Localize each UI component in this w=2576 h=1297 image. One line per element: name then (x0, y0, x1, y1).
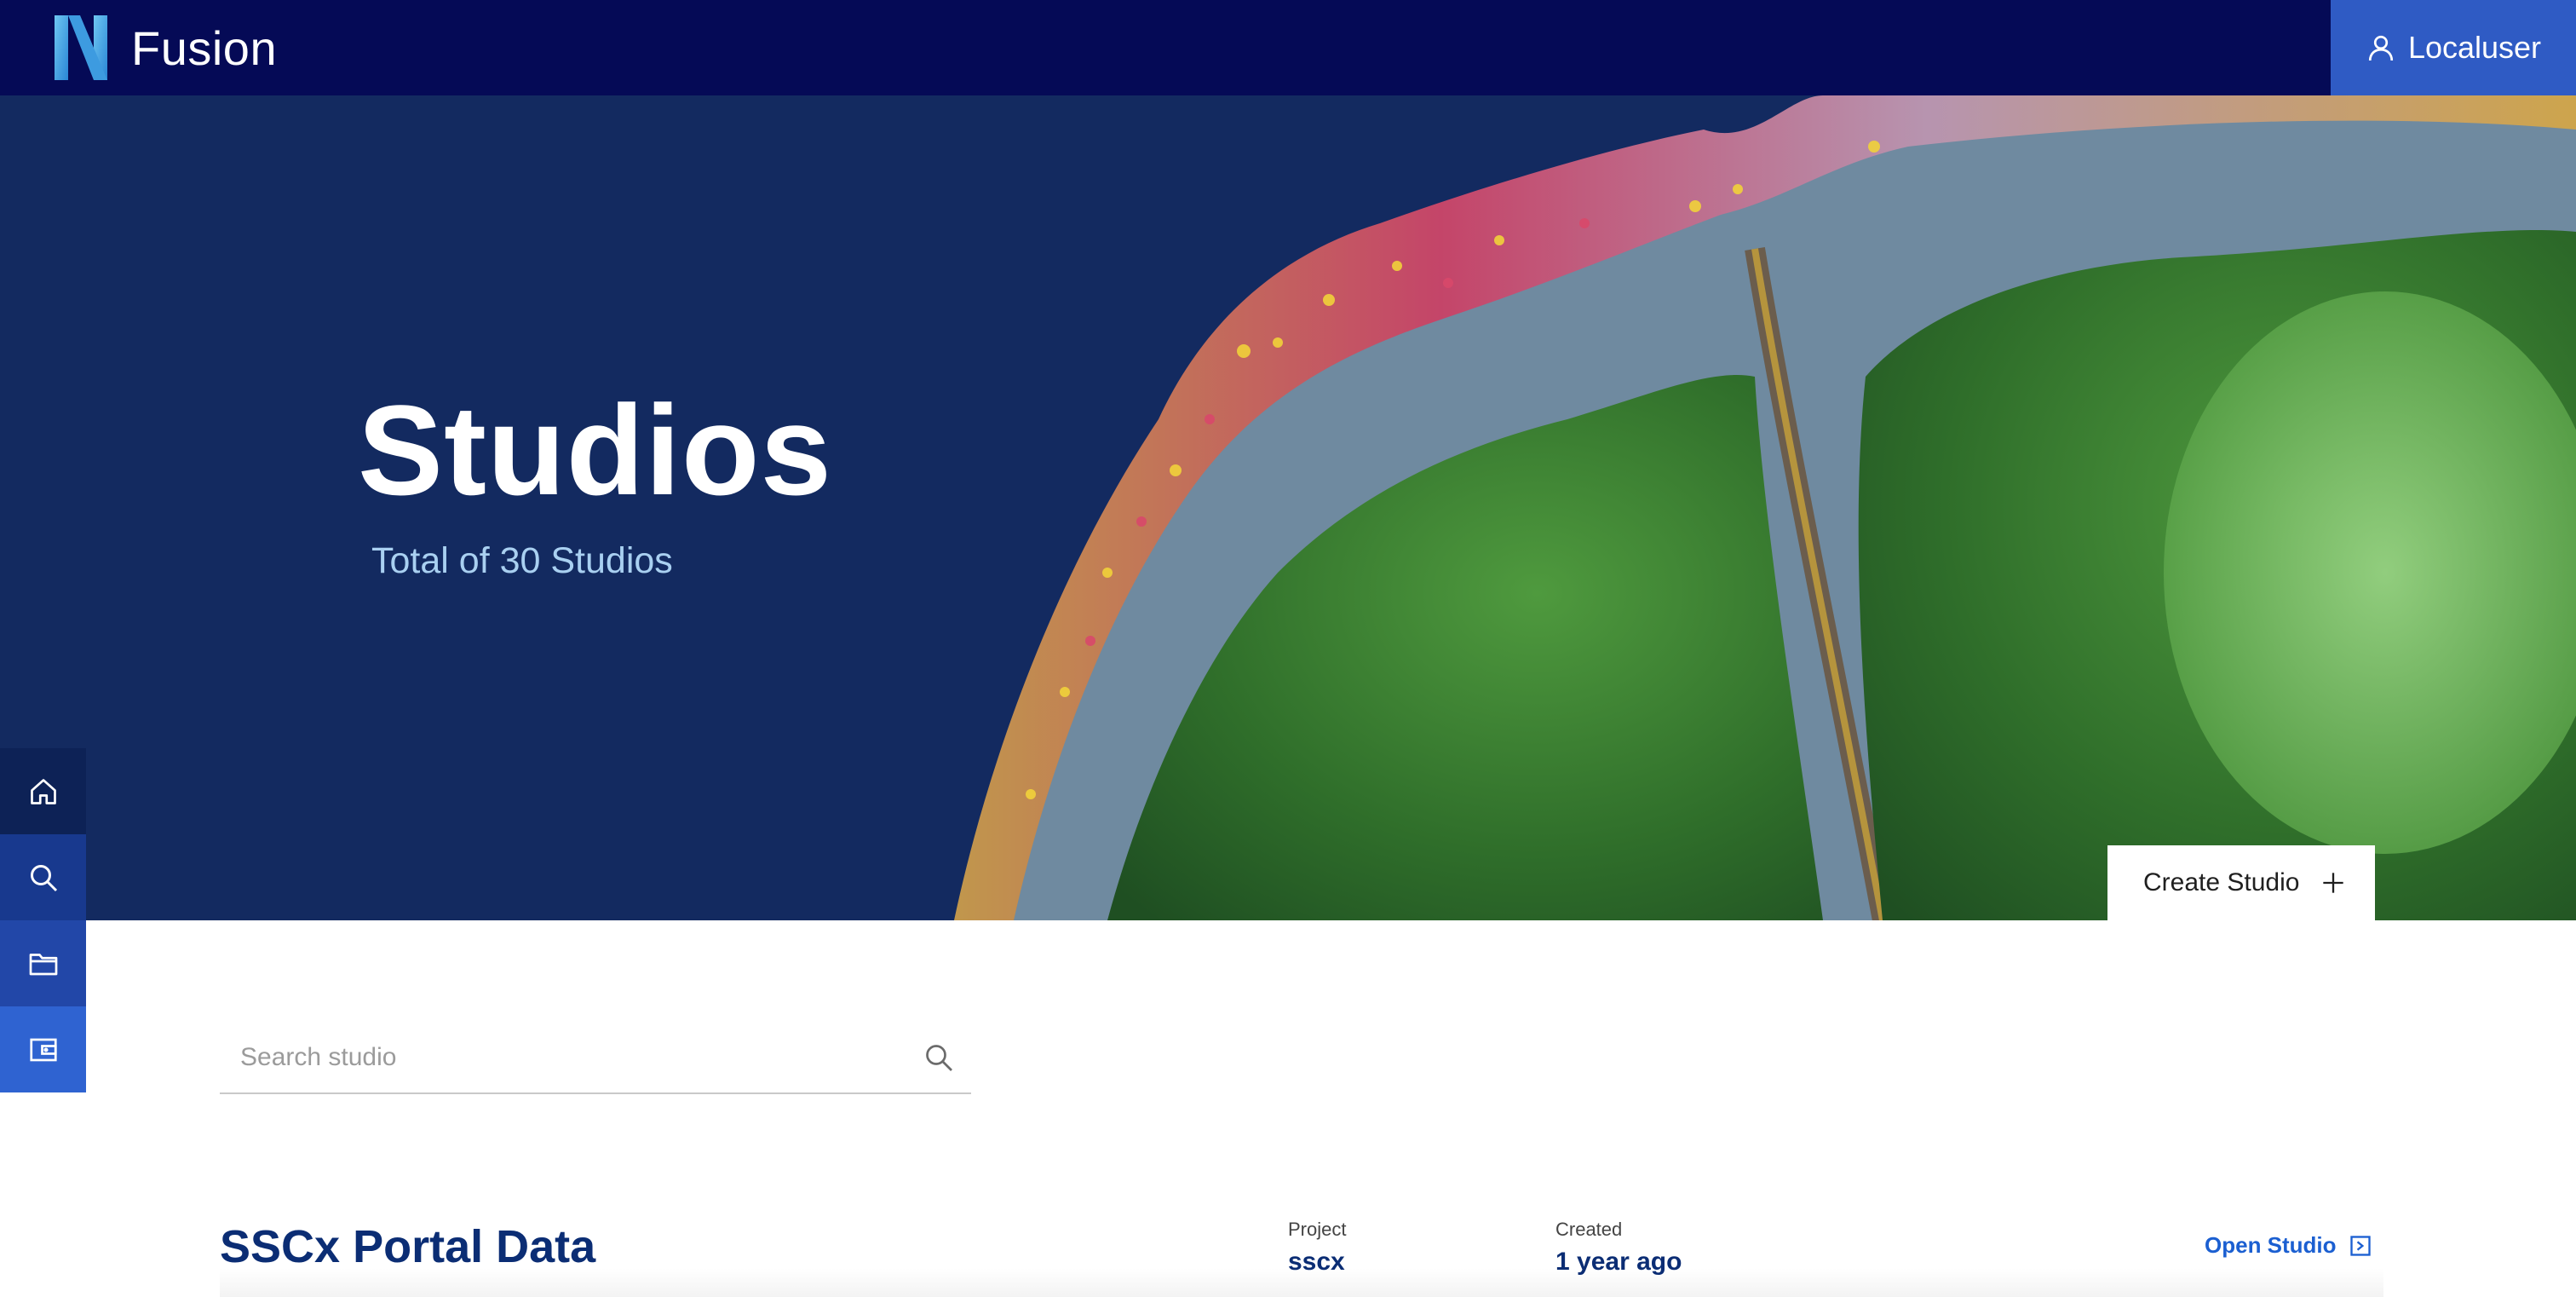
search-input[interactable] (220, 1032, 923, 1083)
hero-banner: Studios Total of 30 Studios Create Studi… (0, 95, 2576, 920)
top-bar: Fusion Localuser (0, 0, 2576, 95)
project-label: Project (1288, 1219, 1347, 1240)
home-icon (30, 778, 56, 804)
nav-projects[interactable] (0, 920, 86, 1006)
studio-title[interactable]: SSCx Portal Data (220, 1221, 596, 1272)
folder-icon (29, 953, 57, 975)
brand[interactable]: Fusion (55, 15, 277, 80)
project-value: sscx (1288, 1248, 1345, 1276)
created-value: 1 year ago (1555, 1248, 1682, 1276)
open-studio-link[interactable]: Open Studio (2205, 1232, 2372, 1259)
search-icon (30, 864, 57, 891)
open-studio-label: Open Studio (2205, 1232, 2337, 1258)
create-studio-label: Create Studio (2143, 868, 2300, 896)
search-bar (220, 1023, 971, 1094)
studio-created: Created 1 year ago (1555, 1219, 1682, 1277)
created-label: Created (1555, 1219, 1623, 1240)
user-menu-button[interactable]: Localuser (2331, 0, 2576, 95)
nexus-logo-icon (55, 15, 107, 80)
open-external-icon (2349, 1235, 2371, 1256)
nav-studios[interactable] (0, 1006, 86, 1092)
plus-icon (2323, 873, 2344, 893)
studio-card: SSCx Portal Data Project sscx Created 1 … (220, 1202, 2383, 1297)
create-studio-button[interactable]: Create Studio (2107, 845, 2375, 920)
app-name: Fusion (131, 20, 278, 75)
wallet-icon (29, 1038, 57, 1061)
studio-project: Project sscx (1288, 1219, 1346, 1277)
nav-search[interactable] (0, 834, 86, 920)
user-name: Localuser (2407, 30, 2542, 65)
user-icon (2368, 35, 2394, 61)
page-title: Studios (358, 378, 832, 522)
nav-home[interactable] (0, 748, 86, 834)
studios-count: Total of 30 Studios (371, 540, 673, 581)
brain-tissue-illustration (954, 95, 2576, 920)
side-nav (0, 748, 86, 1092)
search-icon[interactable] (923, 1042, 954, 1073)
